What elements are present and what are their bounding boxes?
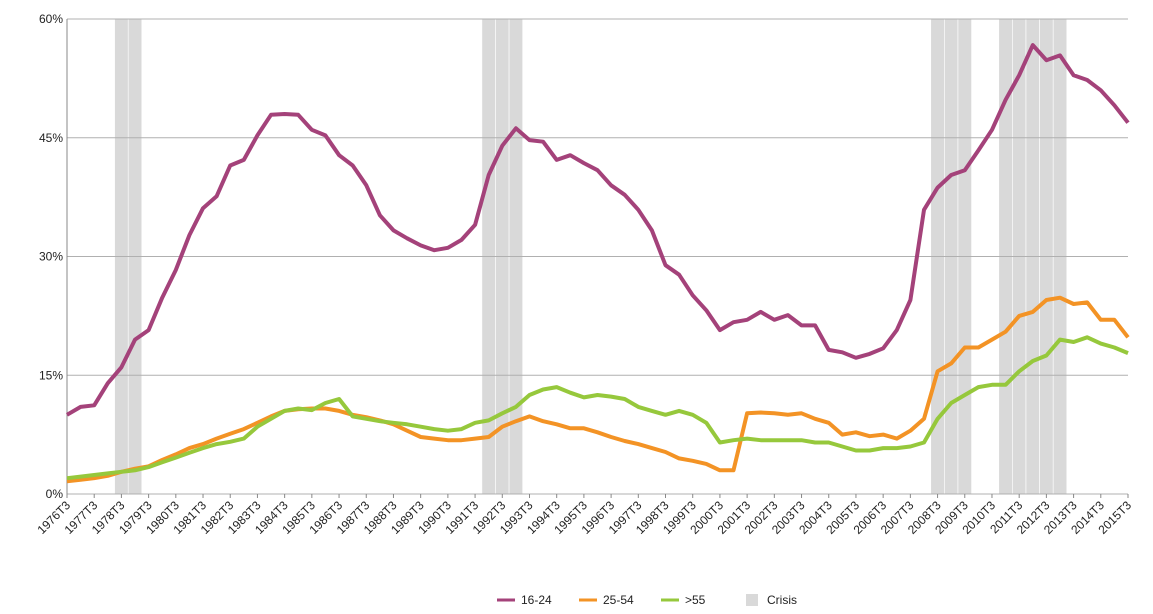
y-tick-label: 0% (46, 487, 64, 501)
y-tick-label: 45% (39, 131, 63, 145)
series-line (65, 43, 1130, 417)
legend-swatch (746, 594, 758, 606)
legend-label: 25-54 (603, 593, 634, 607)
series-line (66, 335, 1129, 481)
legend-label: Crisis (767, 593, 797, 607)
y-tick-label: 15% (39, 368, 63, 382)
y-tick-label: 30% (39, 250, 63, 264)
y-tick-label: 60% (39, 12, 63, 26)
series-line (66, 295, 1130, 484)
legend-label: 16-24 (521, 593, 552, 607)
legend-label: >55 (685, 593, 706, 607)
